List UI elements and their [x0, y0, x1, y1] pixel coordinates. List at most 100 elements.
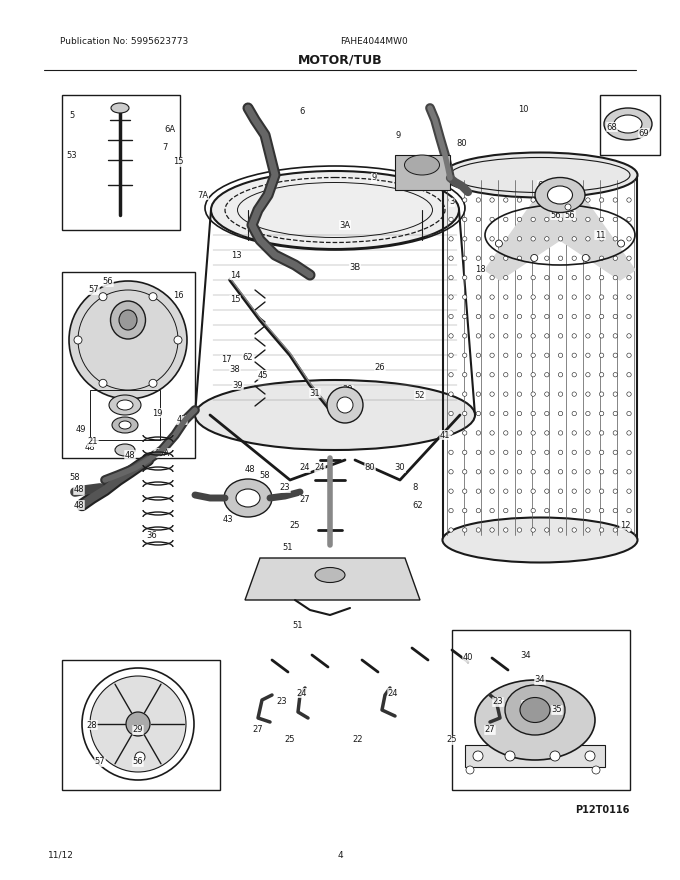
Circle shape — [585, 411, 590, 415]
Circle shape — [449, 430, 453, 435]
Ellipse shape — [69, 281, 187, 399]
Circle shape — [504, 372, 508, 377]
Circle shape — [531, 451, 535, 455]
Circle shape — [531, 372, 535, 377]
Ellipse shape — [110, 301, 146, 339]
Circle shape — [558, 314, 563, 319]
Circle shape — [627, 528, 631, 532]
Text: 15: 15 — [230, 296, 240, 304]
Circle shape — [517, 411, 522, 415]
Circle shape — [545, 217, 549, 222]
Circle shape — [462, 430, 467, 435]
Circle shape — [517, 275, 522, 280]
Circle shape — [462, 528, 467, 532]
Bar — [452, 630, 630, 790]
Circle shape — [545, 334, 549, 338]
Circle shape — [149, 293, 157, 301]
Ellipse shape — [547, 186, 573, 204]
Circle shape — [592, 766, 600, 774]
Circle shape — [517, 198, 522, 202]
Ellipse shape — [520, 698, 550, 722]
Circle shape — [531, 430, 535, 435]
Circle shape — [627, 470, 631, 474]
Circle shape — [599, 392, 604, 396]
Circle shape — [627, 217, 631, 222]
Ellipse shape — [236, 489, 260, 507]
Circle shape — [613, 489, 617, 494]
Circle shape — [585, 489, 590, 494]
Circle shape — [462, 392, 467, 396]
Circle shape — [558, 470, 563, 474]
Circle shape — [449, 334, 453, 338]
Circle shape — [585, 430, 590, 435]
Text: 48: 48 — [124, 451, 135, 459]
Circle shape — [627, 256, 631, 260]
Text: 6A: 6A — [165, 126, 175, 135]
Circle shape — [462, 372, 467, 377]
Ellipse shape — [505, 685, 565, 735]
Text: 24: 24 — [296, 688, 307, 698]
Circle shape — [572, 509, 577, 513]
Ellipse shape — [604, 108, 652, 140]
Circle shape — [627, 295, 631, 299]
Circle shape — [627, 198, 631, 202]
Bar — [600, 95, 660, 155]
Circle shape — [449, 314, 453, 319]
Circle shape — [517, 489, 522, 494]
Circle shape — [572, 237, 577, 241]
Text: 7A: 7A — [197, 190, 209, 200]
Circle shape — [613, 334, 617, 338]
Circle shape — [476, 198, 481, 202]
Text: 27: 27 — [300, 495, 310, 504]
Text: 36: 36 — [147, 531, 157, 539]
Circle shape — [627, 237, 631, 241]
Ellipse shape — [475, 680, 595, 760]
Circle shape — [476, 489, 481, 494]
Circle shape — [490, 528, 494, 532]
Circle shape — [449, 275, 453, 280]
Circle shape — [531, 509, 535, 513]
Text: 48: 48 — [245, 466, 255, 474]
Circle shape — [531, 353, 535, 357]
Text: 38: 38 — [230, 365, 240, 375]
Circle shape — [462, 489, 467, 494]
Circle shape — [476, 430, 481, 435]
Text: 24: 24 — [388, 688, 398, 698]
Circle shape — [558, 509, 563, 513]
Bar — [62, 272, 195, 458]
Circle shape — [545, 314, 549, 319]
Text: 67: 67 — [538, 180, 548, 189]
Circle shape — [476, 411, 481, 415]
Text: 22: 22 — [353, 736, 363, 744]
Circle shape — [490, 353, 494, 357]
Bar — [465, 745, 605, 767]
Text: 56: 56 — [564, 210, 575, 219]
Text: 42: 42 — [177, 415, 187, 424]
Text: 29: 29 — [133, 725, 143, 735]
Text: 26: 26 — [375, 363, 386, 372]
Circle shape — [550, 751, 560, 761]
Circle shape — [545, 198, 549, 202]
Text: 6: 6 — [299, 106, 305, 115]
Circle shape — [627, 489, 631, 494]
Circle shape — [545, 509, 549, 513]
Circle shape — [504, 256, 508, 260]
Circle shape — [599, 217, 604, 222]
Circle shape — [99, 379, 107, 387]
Ellipse shape — [614, 115, 642, 133]
Circle shape — [558, 451, 563, 455]
Circle shape — [449, 256, 453, 260]
Circle shape — [504, 470, 508, 474]
Text: 23: 23 — [279, 483, 290, 493]
Circle shape — [462, 353, 467, 357]
Text: 35: 35 — [551, 706, 562, 715]
Text: 25: 25 — [447, 736, 457, 744]
Text: MOTOR/TUB: MOTOR/TUB — [298, 54, 382, 67]
Circle shape — [517, 256, 522, 260]
Circle shape — [490, 295, 494, 299]
Circle shape — [449, 372, 453, 377]
Circle shape — [531, 256, 535, 260]
Text: 3A: 3A — [339, 221, 351, 230]
Text: 5: 5 — [69, 111, 75, 120]
Circle shape — [462, 237, 467, 241]
